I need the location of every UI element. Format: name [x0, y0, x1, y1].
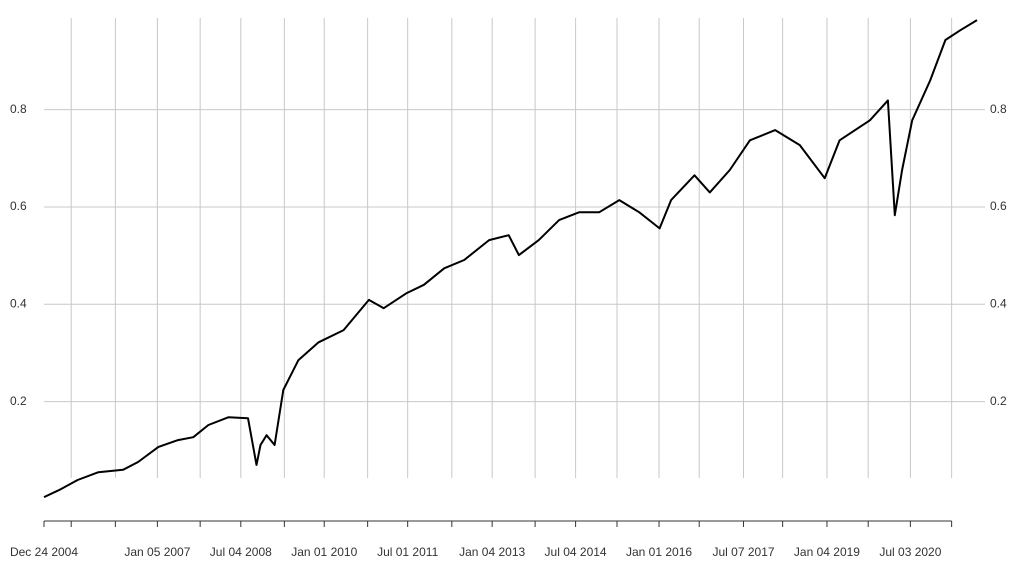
y-tick-label: 0.4 — [10, 296, 27, 310]
x-tick-label: Jan 04 2019 — [794, 545, 860, 559]
y-tick-label-right: 0.8 — [990, 102, 1007, 116]
x-tick-label: Jul 04 2014 — [545, 545, 607, 559]
y-tick-label: 0.8 — [10, 102, 27, 116]
y-tick-label-right: 0.2 — [990, 394, 1007, 408]
line-series — [43, 19, 978, 499]
x-tick-label: Jan 05 2007 — [124, 545, 190, 559]
x-tick-label: Jan 04 2013 — [459, 545, 525, 559]
x-tick-label: Jul 03 2020 — [879, 545, 941, 559]
x-tick-label: Jan 01 2010 — [291, 545, 357, 559]
y-tick-label-right: 0.4 — [990, 296, 1007, 310]
x-tick-label: Jul 04 2008 — [210, 545, 272, 559]
x-tick-label: Dec 24 2004 — [10, 545, 78, 559]
x-tick-label: Jul 07 2017 — [712, 545, 774, 559]
y-tick-label: 0.6 — [10, 199, 27, 213]
y-tick-label-right: 0.6 — [990, 199, 1007, 213]
x-tick-label: Jan 01 2016 — [626, 545, 692, 559]
x-tick-label: Jul 01 2011 — [377, 545, 438, 559]
y-tick-label: 0.2 — [10, 394, 27, 408]
